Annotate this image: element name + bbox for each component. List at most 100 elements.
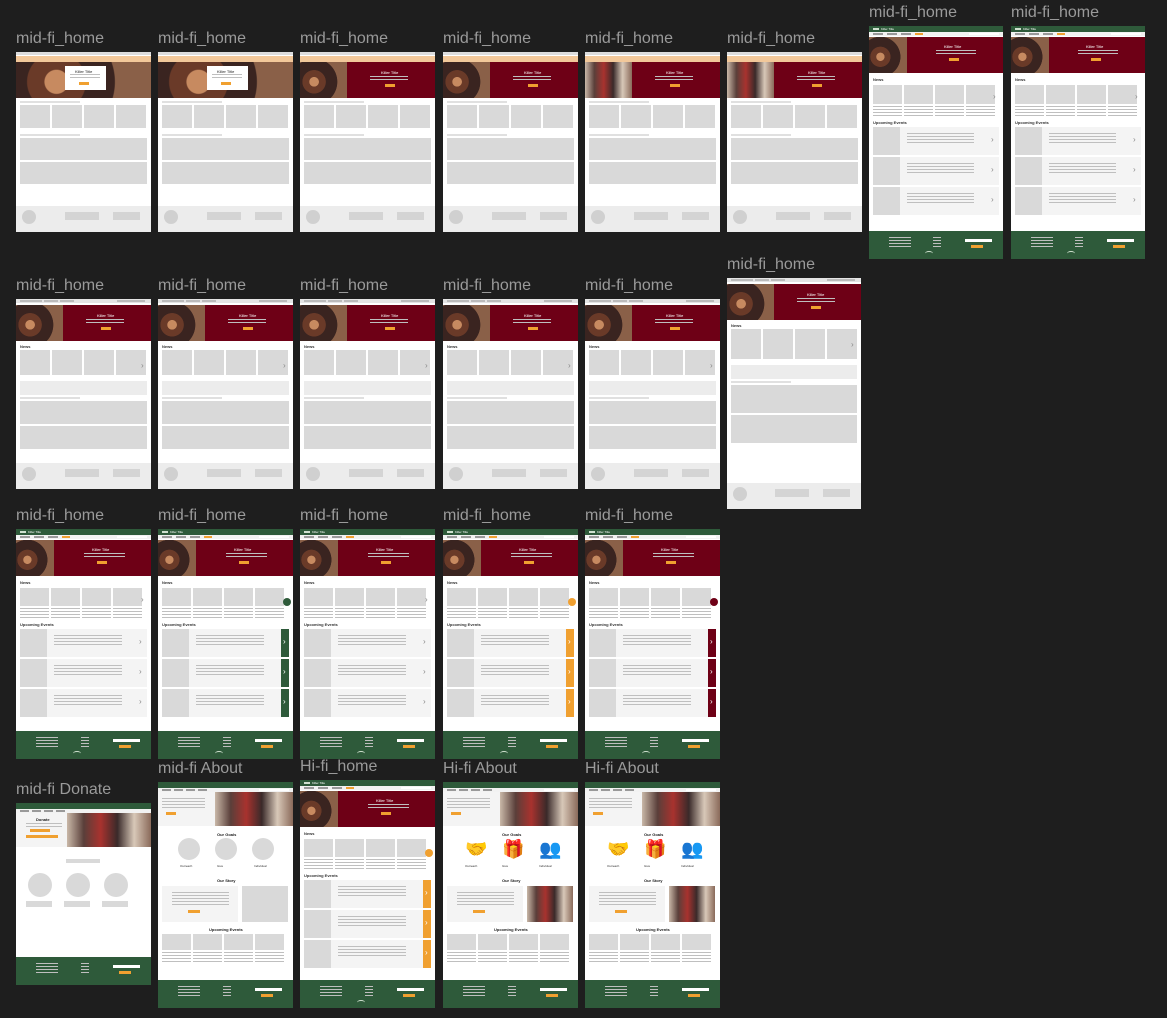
news-card-text [224, 608, 253, 618]
news-card [589, 350, 619, 375]
hero-text [226, 553, 267, 558]
artboard-canvas: Our Goals 🤝 Outreach 🎁 Give 👥 Individual Our St… [585, 782, 720, 1008]
hero-photo [642, 792, 720, 826]
search-input [401, 787, 431, 789]
nav-item [613, 300, 627, 302]
section-heading [589, 134, 649, 136]
footer-logo [215, 751, 223, 756]
event-image [589, 629, 616, 657]
nav-item [328, 300, 342, 302]
event-text [623, 665, 691, 677]
nav-item [318, 536, 328, 538]
event-card-text [589, 952, 618, 962]
logo [162, 531, 168, 533]
nav-item [461, 536, 471, 538]
news-card-text [397, 859, 426, 869]
footer-logo [642, 751, 650, 756]
event-card-text [509, 952, 538, 962]
hero-photo [158, 540, 196, 576]
event-image [162, 629, 189, 657]
news-caption [731, 365, 857, 379]
event-card-text [651, 952, 680, 962]
events-heading: Upcoming Events [304, 622, 338, 627]
news-caption [589, 381, 716, 395]
footer-logo [591, 467, 605, 481]
artboard-canvas: Killer Title News › [443, 299, 578, 489]
footer-block [255, 469, 282, 477]
event-block [20, 162, 147, 184]
section-heading [162, 101, 222, 103]
carousel-next-icon: › [710, 361, 713, 370]
chevron-right-icon: › [283, 697, 286, 706]
nav-item [625, 789, 634, 791]
carousel-next-icon: › [851, 340, 854, 349]
footer-block [824, 212, 851, 220]
event-text [338, 695, 406, 707]
artboard-label: mid-fi_home [869, 4, 958, 21]
news-card [685, 105, 715, 128]
hero-photo [727, 284, 774, 320]
news-card [51, 588, 80, 606]
footer-logo [500, 751, 508, 756]
search-input [401, 536, 431, 538]
top-nav [16, 299, 151, 303]
news-card [304, 105, 334, 128]
newsletter-input [113, 739, 140, 742]
event-text [338, 635, 406, 647]
artboard-canvas: Killer Title News › [727, 278, 861, 509]
donate-nav-button [915, 33, 923, 35]
footer-contact [36, 737, 58, 747]
nav-item [60, 300, 74, 302]
event-image [20, 629, 47, 657]
footer-logo [164, 210, 178, 224]
artboard-label: mid-fi_home [16, 507, 105, 524]
story-text [457, 892, 514, 906]
chevron-right-icon: › [991, 195, 994, 204]
hero-title: Killer Title [666, 70, 684, 75]
artboard: mid-fi_home Killer Title News › [16, 277, 151, 489]
footer-contact [605, 986, 627, 996]
site-header [443, 782, 578, 788]
news-card [827, 105, 857, 128]
footer-logo [73, 751, 81, 756]
footer-contact [463, 986, 485, 996]
hero-cta-button [97, 561, 107, 564]
events-heading: Upcoming Events [636, 927, 670, 932]
chevron-right-icon: › [425, 888, 428, 897]
search-input [117, 536, 147, 538]
hero-title: Killer Title [1086, 44, 1104, 49]
hero-text [370, 319, 408, 324]
news-caption [20, 381, 147, 395]
site-name: Killer Title [1023, 27, 1037, 31]
nav-item [332, 536, 342, 538]
nav-item [1015, 33, 1025, 35]
artboard: mid-fi Donate Donate [16, 781, 151, 985]
nav-item [48, 536, 58, 538]
artboard: mid-fi_home Killer Title Killer Title News ›… [16, 507, 151, 759]
nav-bar [300, 535, 435, 539]
handshake-icon: 🤝 [607, 839, 630, 859]
hero-title: Killer Title [239, 313, 257, 318]
hero-text [368, 553, 409, 558]
event-text [481, 695, 549, 707]
news-card-text [540, 608, 569, 618]
event-text [1049, 163, 1116, 175]
hero-photo [300, 791, 338, 827]
carousel-next-button[interactable] [283, 598, 291, 606]
artboard: mid-fi_home Killer Title News › [443, 277, 578, 489]
footer-contact [1031, 237, 1053, 247]
event-arrow-button [281, 689, 289, 717]
subscribe-button [546, 745, 558, 748]
carousel-next-button[interactable] [710, 598, 718, 606]
artboard-canvas: Killer Title News › [300, 299, 435, 489]
donate-button [30, 829, 50, 832]
nav-item [44, 810, 53, 812]
chevron-right-icon: › [991, 135, 994, 144]
top-nav [16, 52, 151, 55]
event-arrow-button [566, 629, 574, 657]
carousel-next-button[interactable] [568, 598, 576, 606]
hero-cta-button [528, 327, 538, 330]
nav-item [176, 536, 186, 538]
carousel-next-button[interactable] [425, 849, 433, 857]
footer-contact [605, 737, 627, 747]
